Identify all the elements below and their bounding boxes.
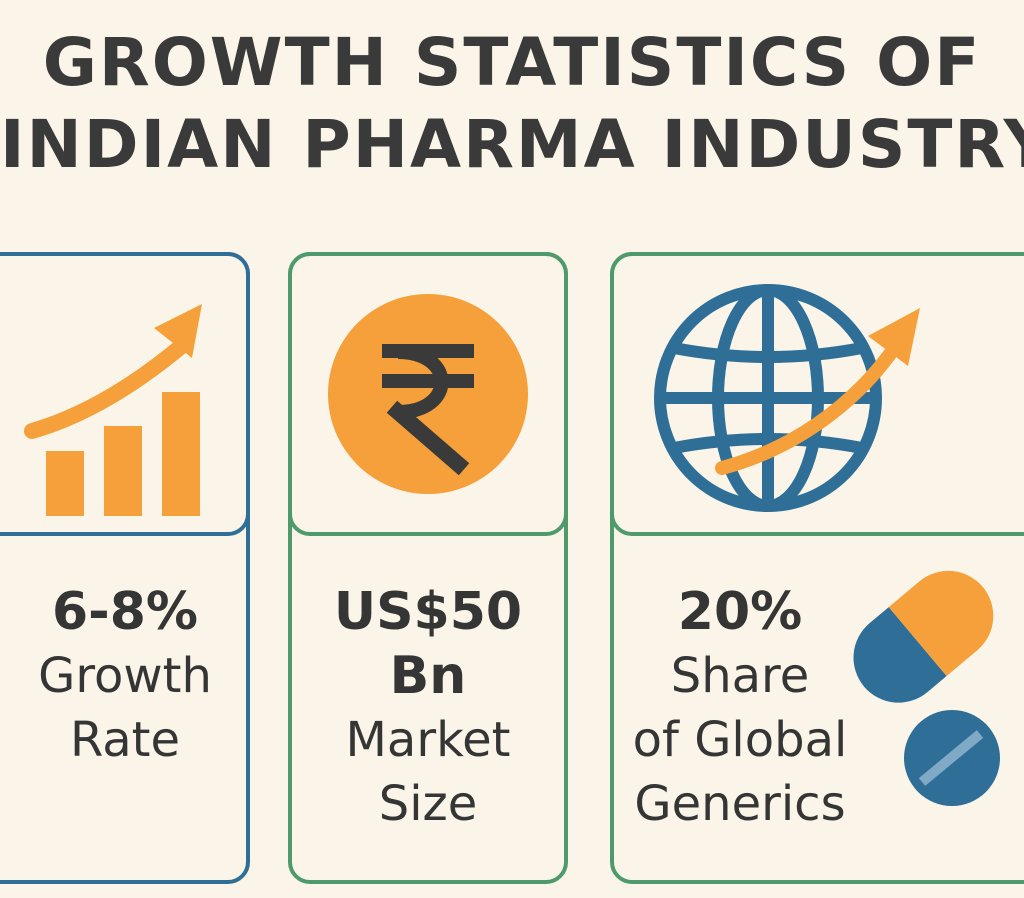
pills-icon (810, 568, 1010, 808)
growth-rate-label-2: Rate (69, 712, 181, 768)
growth-rate-text: 6-8% Growth Rate (0, 580, 250, 772)
page-title: GROWTH STATISTICS OF INDIAN PHARMA INDUS… (0, 22, 1024, 186)
market-size-text: US$50 Bn Market Size (288, 580, 568, 836)
generics-share-text: 20% Share of Global Generics (620, 580, 860, 836)
globe-arrow-icon (650, 278, 930, 518)
market-size-label-1: Market (345, 712, 511, 768)
growth-rate-label-1: Growth (38, 648, 212, 704)
generics-share-label-3: Generics (634, 776, 846, 832)
growth-rate-value: 6-8% (51, 582, 199, 642)
generics-share-icon-box (610, 252, 1024, 536)
market-size-icon-box (288, 252, 568, 536)
generics-share-label-2: of Global (632, 712, 848, 768)
market-size-value-1: US$50 (333, 582, 523, 642)
generics-share-value: 20% (677, 582, 803, 642)
growth-rate-icon-box (0, 252, 250, 536)
market-size-value-2: Bn (389, 646, 467, 706)
title-line-2: INDIAN PHARMA INDUSTRY (0, 106, 1024, 183)
title-line-1: GROWTH STATISTICS OF (42, 24, 982, 101)
market-size-label-2: Size (378, 776, 478, 832)
generics-share-label-1: Share (670, 648, 810, 704)
rupee-coin-icon (326, 292, 530, 496)
growth-bar-chart-icon (24, 276, 214, 516)
